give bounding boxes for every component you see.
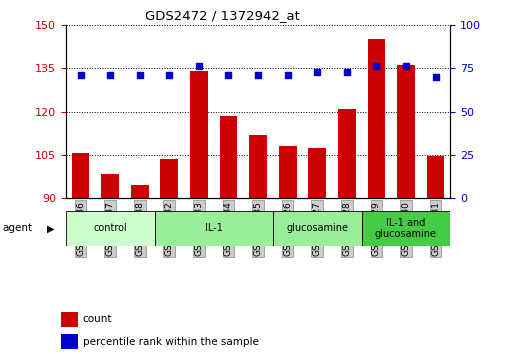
Point	[76, 72, 84, 78]
Bar	[160, 159, 178, 198]
Bar	[272, 211, 361, 246]
Bar	[61, 312, 78, 327]
Point	[224, 72, 232, 78]
Bar	[61, 334, 78, 349]
Point	[165, 72, 173, 78]
Bar	[190, 71, 208, 198]
Bar	[154, 211, 272, 246]
Point	[254, 72, 262, 78]
Bar	[426, 156, 443, 198]
Bar	[396, 65, 414, 198]
Text: control: control	[93, 223, 127, 233]
Point	[283, 72, 291, 78]
Text: IL-1: IL-1	[205, 223, 222, 233]
Point	[135, 72, 143, 78]
Text: GDS2472 / 1372942_at: GDS2472 / 1372942_at	[145, 9, 299, 22]
Bar	[219, 116, 237, 198]
Bar	[367, 39, 384, 198]
Bar	[72, 153, 89, 198]
Bar	[308, 148, 325, 198]
Text: ▶: ▶	[46, 223, 54, 233]
Bar	[248, 135, 267, 198]
Bar	[361, 211, 449, 246]
Text: count: count	[83, 314, 112, 325]
Bar	[101, 174, 119, 198]
Bar	[131, 185, 148, 198]
Text: glucosamine: glucosamine	[286, 223, 347, 233]
Point	[431, 74, 439, 80]
Point	[106, 72, 114, 78]
Bar	[66, 211, 154, 246]
Bar	[337, 109, 355, 198]
Bar	[278, 146, 296, 198]
Text: IL-1 and
glucosamine: IL-1 and glucosamine	[374, 217, 436, 239]
Point	[313, 69, 321, 74]
Point	[401, 64, 409, 69]
Point	[194, 64, 203, 69]
Text: agent: agent	[3, 223, 33, 233]
Text: percentile rank within the sample: percentile rank within the sample	[83, 337, 258, 347]
Point	[342, 69, 350, 74]
Point	[372, 64, 380, 69]
